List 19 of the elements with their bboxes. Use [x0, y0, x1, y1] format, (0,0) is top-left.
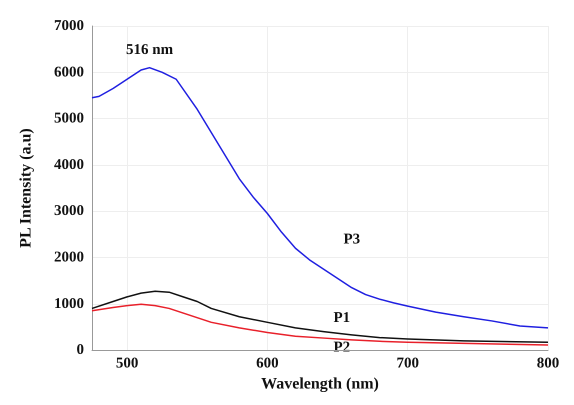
- y-tick-label: 3000: [54, 203, 84, 220]
- y-tick-label: 6000: [54, 64, 84, 80]
- line-series: [91, 66, 549, 329]
- line-series: [91, 290, 549, 343]
- y-tick-label: 0: [76, 342, 84, 358]
- series-label: P1: [334, 310, 350, 326]
- x-tick-label: 700: [396, 356, 419, 372]
- series-label: P3: [344, 232, 360, 248]
- y-tick-label: 4000: [54, 156, 84, 173]
- y-tick-label: 2000: [54, 250, 84, 266]
- y-tick-label: 1000: [54, 296, 84, 312]
- y-tick-label: 5000: [54, 110, 84, 127]
- x-tick-label: 800: [536, 356, 560, 372]
- y-tick-label: 7000: [54, 18, 84, 34]
- x-tick-label: 500: [116, 356, 138, 372]
- annotation: 516 nm: [126, 42, 174, 58]
- x-tick-label: 600: [256, 356, 279, 372]
- y-axis-title: PL Intensity (a.u): [18, 128, 34, 248]
- x-axis-title: Wavelength (nm): [261, 376, 379, 392]
